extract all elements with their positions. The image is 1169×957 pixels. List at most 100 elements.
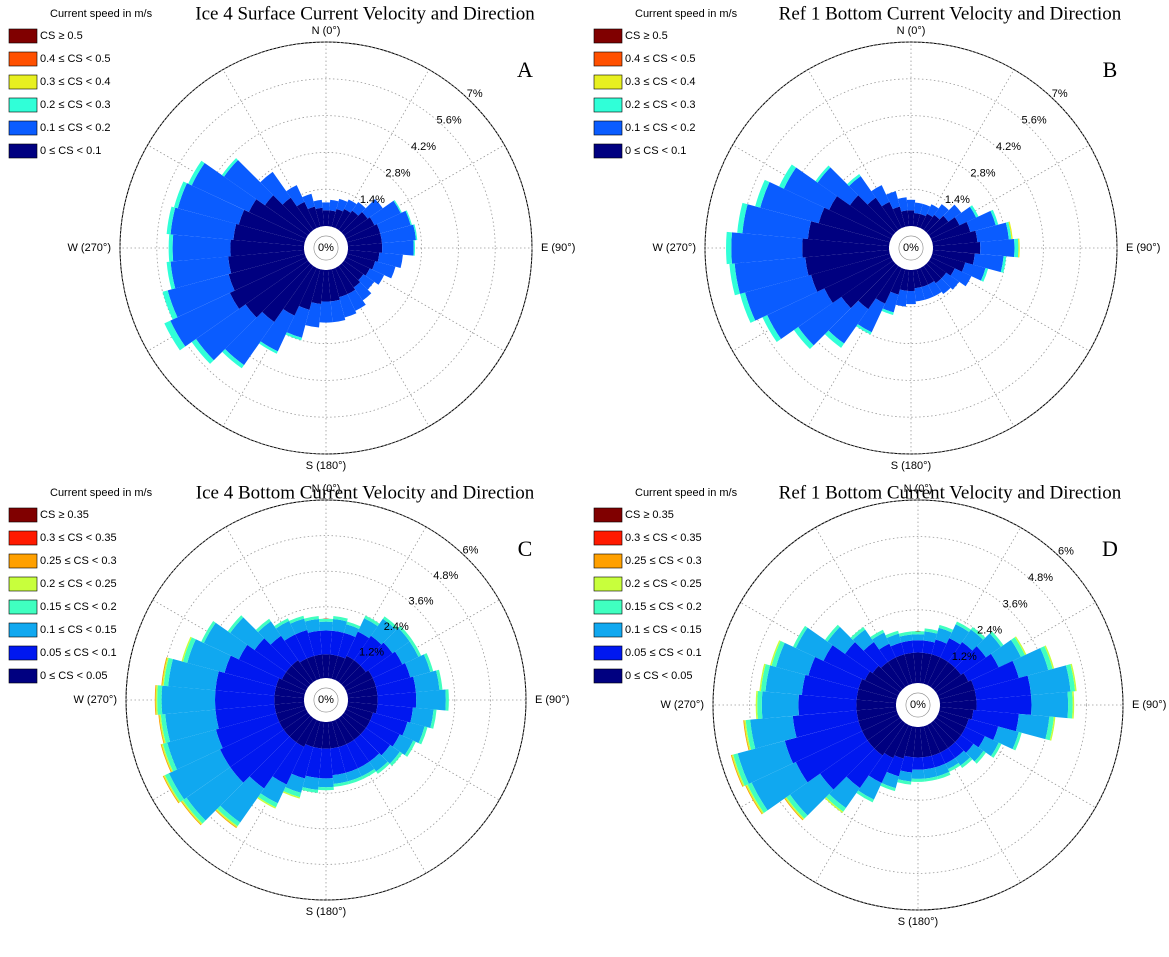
wedge — [177, 183, 245, 225]
wedge — [161, 657, 168, 686]
wedge — [413, 240, 416, 256]
wedge — [322, 202, 330, 211]
wedge — [974, 750, 986, 764]
r-tick-label: 0% — [903, 242, 919, 254]
wedge — [730, 754, 744, 787]
wedge — [383, 627, 410, 654]
wedge — [929, 217, 960, 239]
wedge — [318, 778, 334, 788]
wedge — [858, 775, 882, 800]
wedge — [955, 646, 986, 675]
wedge — [357, 618, 378, 639]
wedge — [311, 269, 325, 304]
legend-label: 0.05 ≤ CS < 0.1 — [625, 647, 702, 659]
wedge — [283, 787, 302, 798]
panel-label: C — [518, 536, 533, 561]
direction-label: W (270°) — [652, 242, 696, 254]
wedge — [164, 773, 185, 802]
wedge — [341, 260, 364, 281]
wedge — [990, 639, 1021, 668]
wedge — [353, 282, 372, 301]
wedge — [975, 222, 1009, 243]
legend-swatch — [8, 576, 38, 592]
ring-grid-line — [125, 499, 527, 901]
wedge — [1067, 691, 1073, 719]
wedge — [279, 709, 308, 730]
wedge — [884, 723, 909, 759]
wedge — [370, 618, 397, 645]
wedge — [344, 257, 370, 276]
legend-swatch — [8, 120, 38, 136]
legend-swatch — [8, 530, 38, 546]
wedge — [372, 663, 411, 687]
legend-swatch — [593, 51, 623, 67]
wedge — [943, 204, 962, 222]
wedge — [907, 210, 915, 227]
wedge — [934, 763, 950, 777]
wedge — [318, 618, 334, 622]
legend-swatch — [8, 553, 38, 569]
wedge — [971, 709, 1019, 732]
wedge — [345, 253, 376, 270]
wedge — [362, 198, 383, 219]
wedge — [759, 663, 766, 692]
wedge — [926, 204, 939, 218]
spoke-grid-line — [336, 266, 430, 427]
wedge — [245, 260, 311, 318]
legend-swatch — [8, 622, 38, 638]
wedge — [936, 673, 969, 696]
wedge — [881, 308, 894, 315]
legend-swatch — [593, 553, 623, 569]
wedge — [870, 629, 885, 640]
wedge — [301, 787, 319, 793]
wedge — [923, 724, 941, 756]
wedge — [168, 658, 219, 691]
wedge — [413, 670, 440, 693]
wedge — [180, 801, 202, 826]
wedge — [911, 631, 925, 635]
wedge — [858, 263, 899, 310]
wedge — [867, 197, 899, 233]
wedge — [808, 657, 863, 690]
direction-label: E (90°) — [1132, 699, 1166, 711]
wedge — [1049, 716, 1056, 741]
wedge — [331, 655, 346, 681]
legend-swatch — [593, 120, 623, 136]
wedge — [783, 167, 837, 210]
r-tick-label: 6% — [463, 544, 479, 556]
wedge — [923, 767, 938, 779]
wedge — [333, 616, 348, 622]
wedge — [345, 678, 376, 695]
wedge — [966, 210, 996, 233]
direction-label: S (180°) — [306, 460, 346, 472]
legend-label: 0.1 ≤ CS < 0.2 — [40, 122, 111, 134]
legend-swatch — [8, 28, 38, 44]
wedge — [828, 300, 869, 344]
wedge — [224, 655, 280, 687]
wedge — [737, 740, 794, 784]
wedge — [270, 635, 299, 666]
wedge — [931, 639, 947, 658]
wedge — [215, 809, 237, 829]
wedge — [369, 753, 388, 772]
wedge — [302, 775, 320, 790]
r-tick-label: 2.8% — [970, 167, 995, 179]
ring-grid-line — [712, 499, 1124, 911]
wedge — [345, 705, 374, 721]
wedge — [413, 224, 418, 241]
wedge — [290, 618, 308, 635]
wedge — [913, 652, 923, 684]
wedge — [254, 638, 292, 673]
wedge — [936, 714, 966, 736]
legend-swatch — [593, 28, 623, 44]
wedge — [793, 326, 814, 350]
wedge — [899, 634, 913, 643]
wedge — [196, 304, 257, 361]
spoke-grid-line — [740, 602, 900, 695]
wedge — [347, 249, 380, 262]
wedge — [298, 267, 321, 310]
wedge — [158, 714, 165, 744]
wedge — [939, 689, 977, 704]
wedge — [368, 651, 403, 679]
